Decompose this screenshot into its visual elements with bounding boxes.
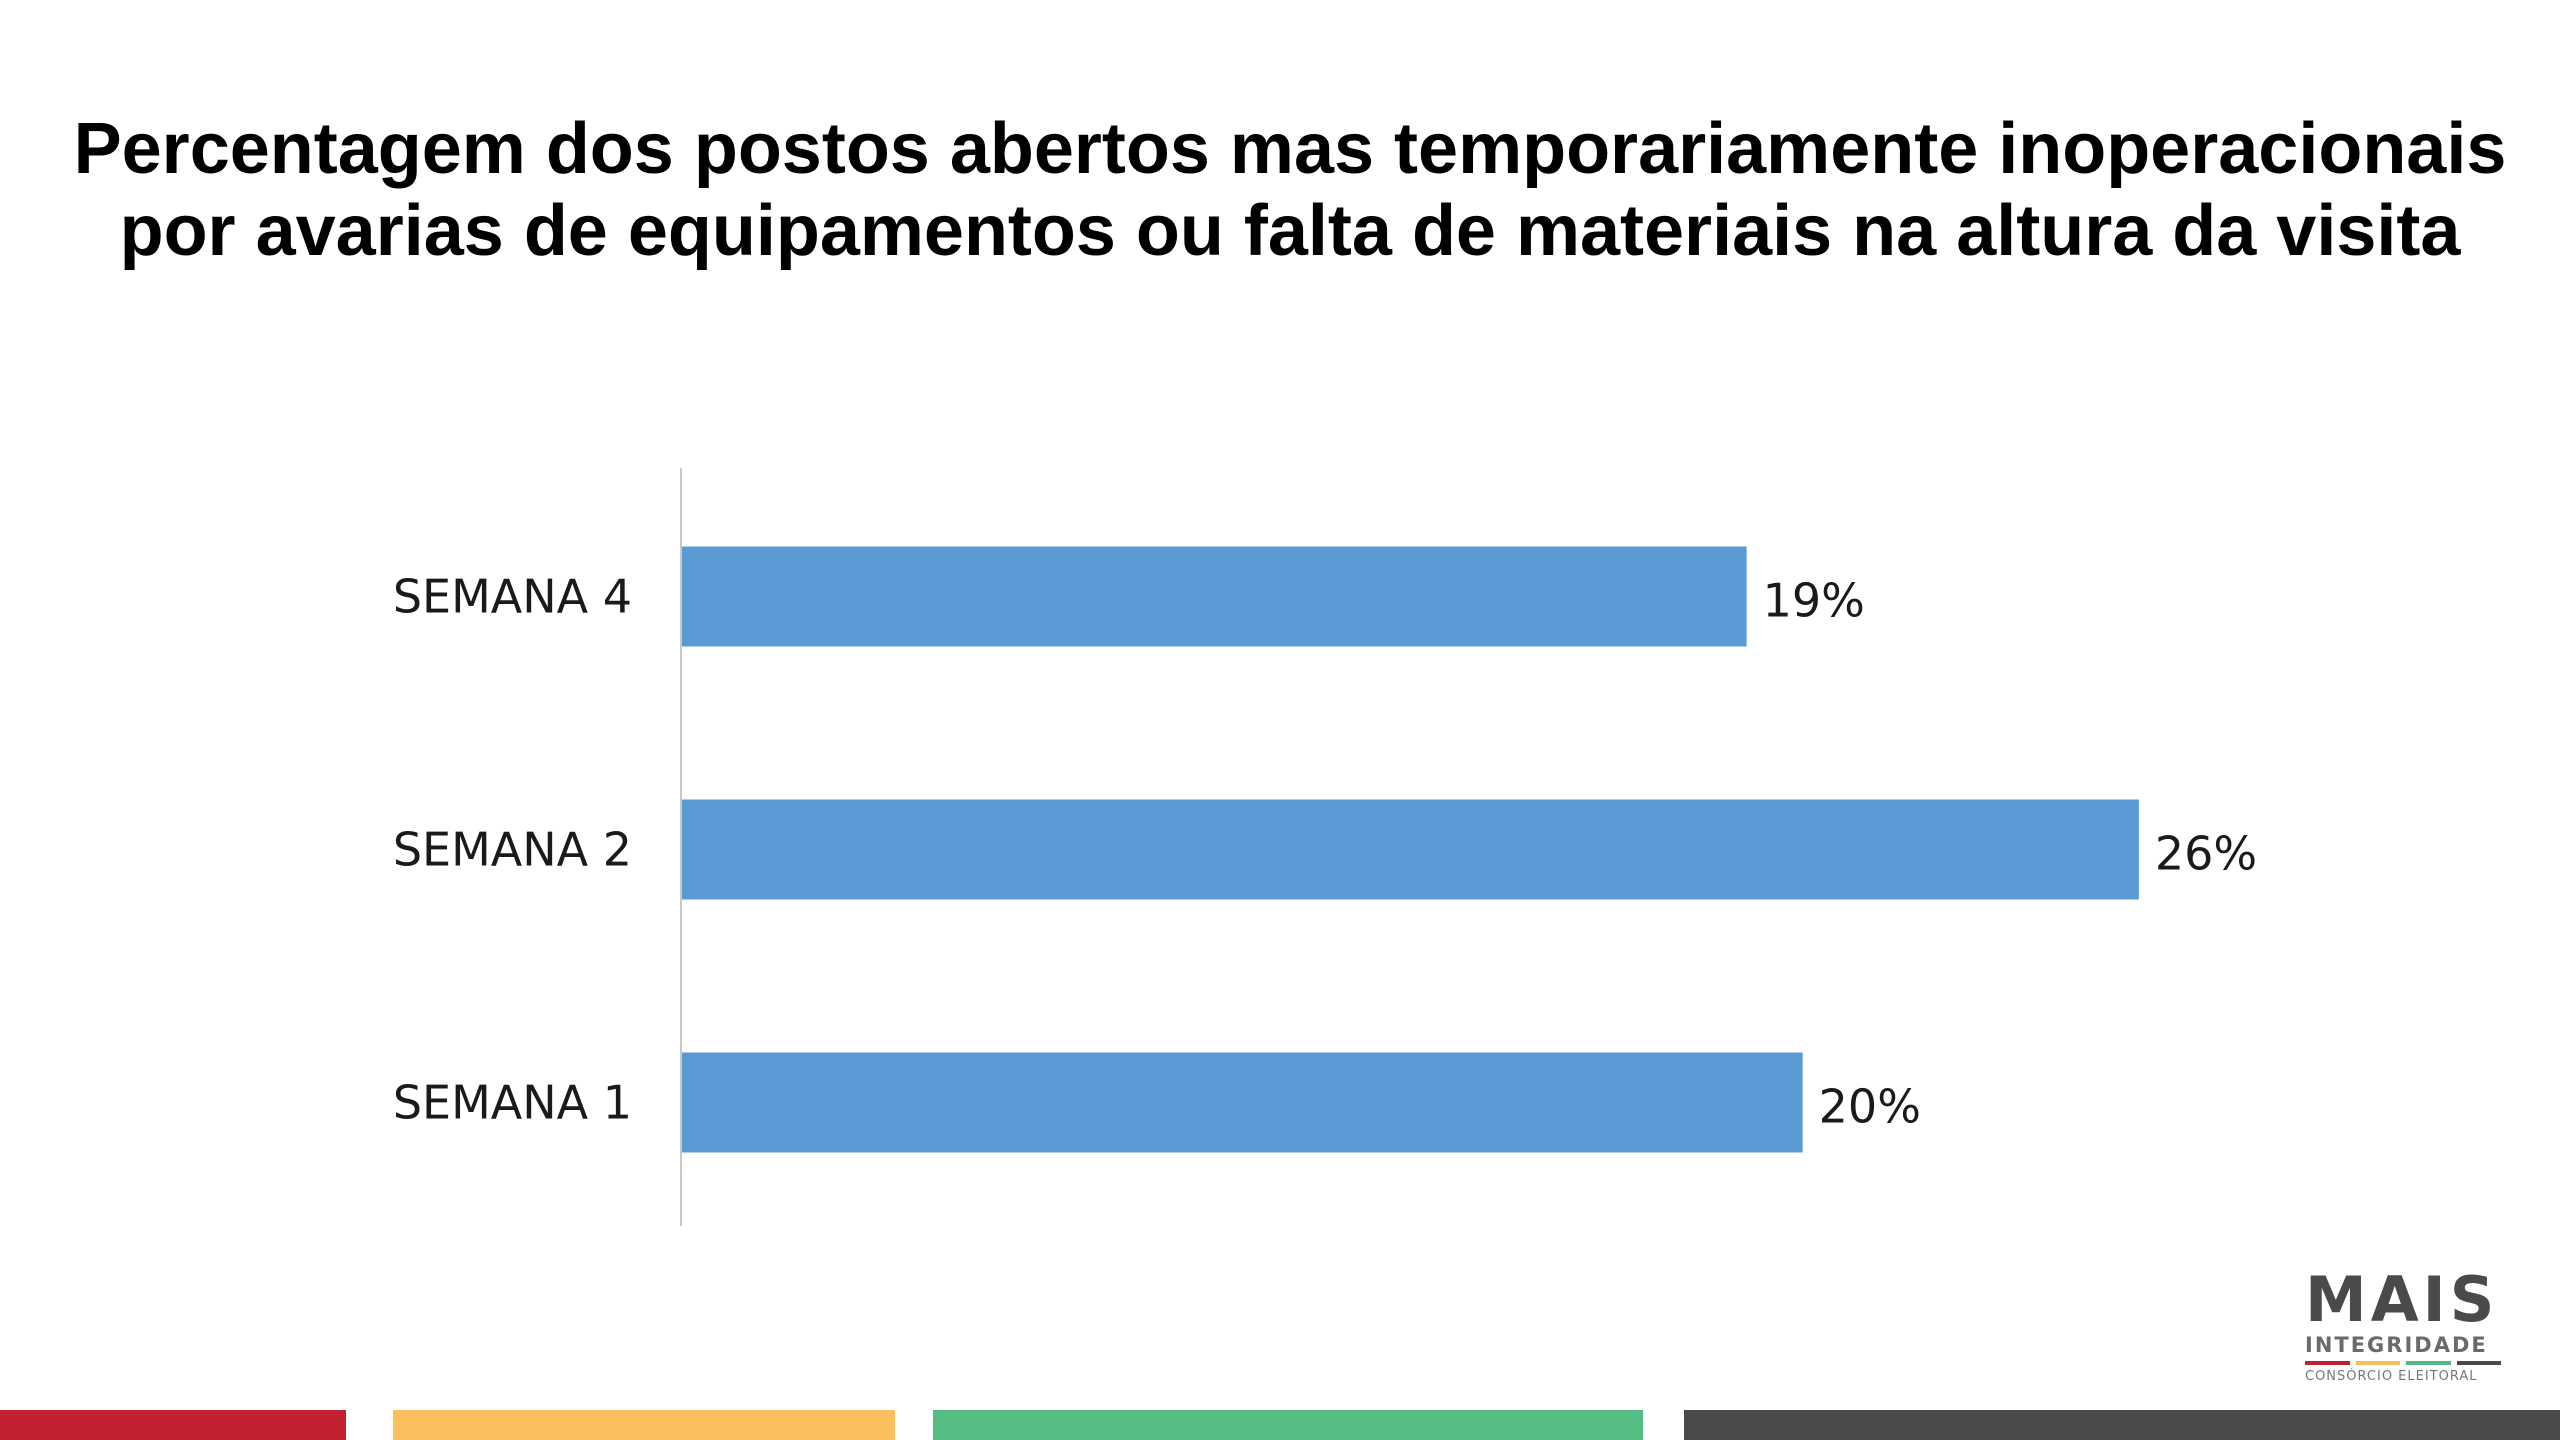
data-label: 26% (2155, 827, 2257, 881)
footer-bar-green (933, 1410, 1643, 1440)
logo-stripe-gray (2456, 1361, 2501, 1365)
category-label: SEMANA 4 (393, 570, 632, 624)
footer-bar-yellow (393, 1410, 895, 1440)
logo-stripe-red (2305, 1361, 2350, 1365)
chart-title: Percentagem dos postos abertos mas tempo… (73, 109, 2507, 271)
logo-color-stripes (2305, 1361, 2501, 1365)
logo-caption: CONSÓRCIO ELEITORAL (2305, 1369, 2478, 1384)
logo-stripe-yellow (2355, 1361, 2400, 1365)
logo-main-text: MAIS (2305, 1263, 2499, 1336)
footer-bar-red (0, 1410, 346, 1440)
data-label: 20% (1819, 1080, 1921, 1134)
category-label: SEMANA 2 (393, 823, 632, 877)
bar-semana-1 (682, 1052, 1803, 1153)
logo-stripe-green (2406, 1361, 2451, 1365)
footer-color-bars (0, 1410, 2560, 1440)
bar-semana-4 (682, 546, 1747, 647)
footer-bar-gray (1684, 1410, 2560, 1440)
bar-semana-2 (682, 799, 2139, 900)
category-label: SEMANA 1 (393, 1076, 632, 1130)
mais-integridade-logo: MAIS INTEGRIDADE CONSÓRCIO ELEITORAL (2305, 1268, 2505, 1392)
data-label: 19% (1763, 574, 1865, 628)
logo-sub-text: INTEGRIDADE (2305, 1333, 2488, 1357)
